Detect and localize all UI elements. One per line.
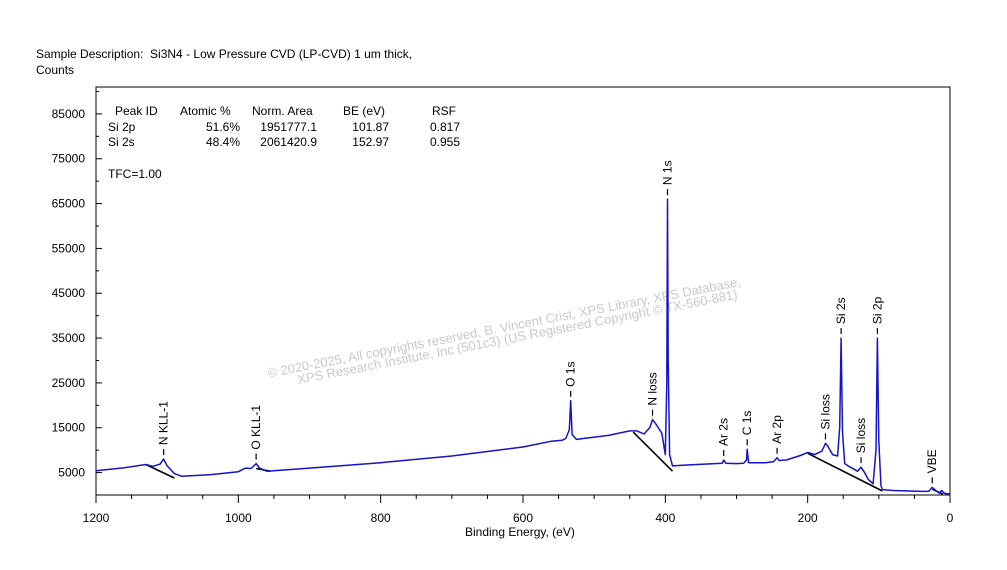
peak-label: Ar 2s [717, 418, 731, 446]
y-axis-title: Counts [36, 63, 75, 77]
y-tick-label: 5000 [58, 466, 85, 480]
peak-label: Si loss [818, 394, 832, 429]
table-cell: 48.4% [206, 135, 240, 149]
x-tick-label: 1200 [83, 511, 110, 525]
table-cell: Si 2p [108, 120, 136, 134]
x-tick-label: 1000 [225, 511, 252, 525]
y-tick-label: 85000 [52, 107, 86, 121]
y-tick-label: 55000 [52, 241, 86, 255]
y-tick-label: 35000 [52, 331, 86, 345]
x-axis-title: Binding Energy, (eV) [465, 525, 575, 539]
table-cell: 2061420.9 [260, 135, 317, 149]
sample-description: Sample Description: Si3N4 - Low Pressure… [36, 47, 413, 61]
x-tick-label: 600 [513, 511, 533, 525]
spectrum-line [95, 198, 951, 495]
table-cell: 51.6% [206, 120, 240, 134]
table-header: RSF [432, 104, 456, 118]
peak-label: Si 2s [834, 297, 848, 324]
peak-label: N KLL-1 [157, 401, 171, 445]
peak-label: Si 2p [870, 296, 884, 324]
table-cell: 1951777.1 [260, 120, 317, 134]
watermark-line-2: XPS Research Institute, Inc (501c3) (US … [296, 287, 739, 387]
y-tick-label: 15000 [52, 421, 86, 435]
background-line [145, 463, 175, 479]
copyright-watermark: © 2020-2025, All copyrights reserved, B.… [266, 274, 742, 387]
table-cell: 152.97 [352, 135, 389, 149]
table-header: BE (eV) [343, 104, 385, 118]
table-cell: 101.87 [352, 120, 389, 134]
x-tick-label: 400 [655, 511, 675, 525]
table-cell: Si 2s [108, 135, 135, 149]
peak-label: N loss [646, 372, 660, 405]
y-tick-label: 25000 [52, 376, 86, 390]
peak-label: C 1s [740, 411, 754, 436]
y-tick-label: 75000 [52, 152, 86, 166]
peak-label: Si loss [854, 418, 868, 453]
tfc-label: TFC=1.00 [108, 167, 162, 181]
peak-label: VBE [925, 449, 939, 473]
table-cell: 0.817 [430, 120, 460, 134]
background-line [807, 452, 883, 492]
x-tick-label: 200 [798, 511, 818, 525]
peak-label: O 1s [564, 362, 578, 387]
y-tick-label: 65000 [52, 197, 86, 211]
background-line [632, 431, 674, 472]
table-header: Norm. Area [252, 104, 313, 118]
x-tick-label: 800 [371, 511, 391, 525]
table-cell: 0.955 [430, 135, 460, 149]
peak-label: N 1s [660, 160, 674, 185]
table-header: Atomic % [180, 104, 231, 118]
table-header: Peak ID [115, 104, 158, 118]
peak-label: Ar 2p [770, 415, 784, 444]
peak-label: O KLL-1 [249, 405, 263, 450]
y-tick-label: 45000 [52, 286, 86, 300]
x-tick-label: 0 [947, 511, 954, 525]
